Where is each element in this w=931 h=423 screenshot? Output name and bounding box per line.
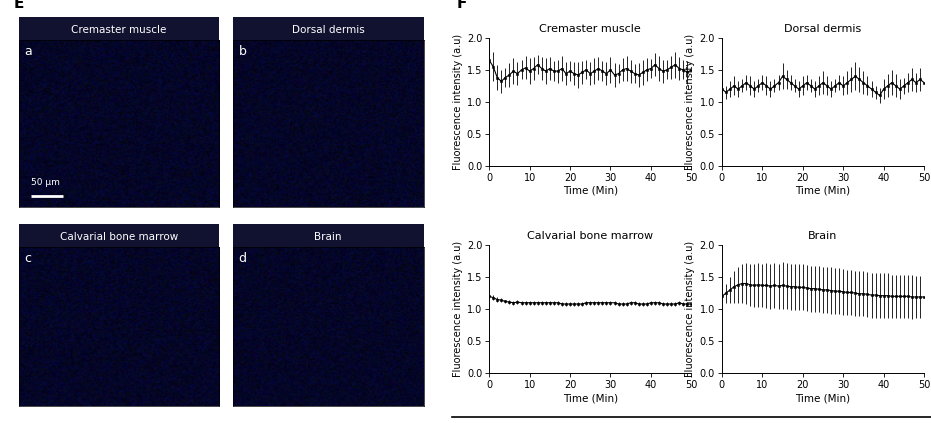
Y-axis label: Fluorescence intensity (a.u): Fluorescence intensity (a.u): [685, 34, 695, 170]
Text: Brain: Brain: [315, 232, 342, 242]
Title: Brain: Brain: [808, 231, 838, 242]
Text: c: c: [24, 252, 32, 265]
Title: Calvarial bone marrow: Calvarial bone marrow: [527, 231, 654, 242]
Text: a: a: [24, 45, 33, 58]
Y-axis label: Fluorescence intensity (a.u): Fluorescence intensity (a.u): [452, 241, 463, 377]
Text: d: d: [238, 252, 247, 265]
Y-axis label: Fluorescence intensity (a.u): Fluorescence intensity (a.u): [685, 241, 695, 377]
X-axis label: Time (Min): Time (Min): [562, 393, 618, 403]
Text: 50 μm: 50 μm: [31, 178, 60, 187]
Title: Cremaster muscle: Cremaster muscle: [539, 24, 641, 34]
Title: Dorsal dermis: Dorsal dermis: [785, 24, 861, 34]
Text: b: b: [238, 45, 247, 58]
X-axis label: Time (Min): Time (Min): [795, 186, 851, 196]
Text: E: E: [14, 0, 24, 11]
X-axis label: Time (Min): Time (Min): [562, 186, 618, 196]
Text: Cremaster muscle: Cremaster muscle: [71, 25, 167, 35]
Text: Calvarial bone marrow: Calvarial bone marrow: [60, 232, 178, 242]
Text: F: F: [456, 0, 466, 11]
Text: Dorsal dermis: Dorsal dermis: [291, 25, 365, 35]
Y-axis label: Fluorescence intensity (a.u): Fluorescence intensity (a.u): [452, 34, 463, 170]
X-axis label: Time (Min): Time (Min): [795, 393, 851, 403]
